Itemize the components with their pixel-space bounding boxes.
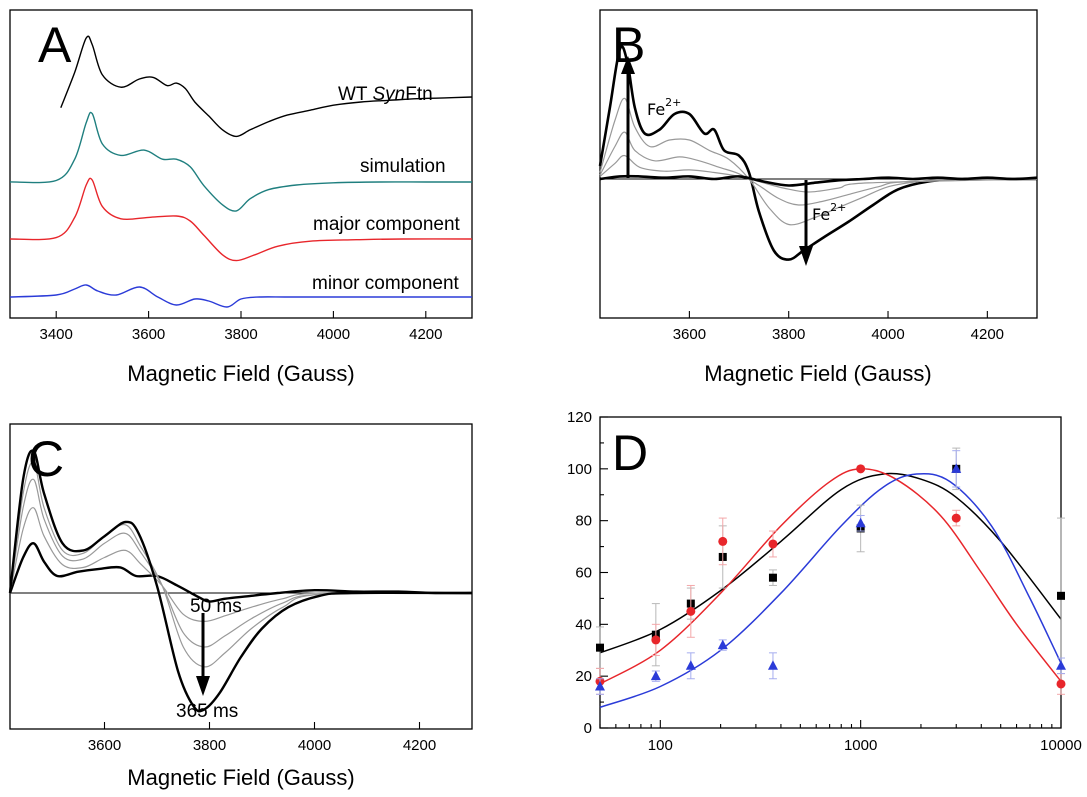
panel-d-y-tick-label-40: 40 <box>575 616 592 633</box>
panel-d-point-square <box>1057 592 1065 600</box>
panel-a-label-minor: minor component <box>312 273 460 294</box>
panel-c: 3600 3800 4000 4200 C 50 ms 365 ms Magnetic… <box>10 424 472 790</box>
panel-b-letter: B <box>612 17 645 73</box>
panel-d-fit-triangle <box>600 474 1061 708</box>
panel-c-x-tick-label-4000: 4000 <box>298 737 331 754</box>
panel-c-down-arrow <box>196 613 210 696</box>
panel-b: 3600 3800 4000 4200 B Fe2+ Fe2+ Magnetic Fi… <box>600 10 1037 386</box>
panel-c-trace-4 <box>10 462 472 667</box>
panel-b-frame <box>600 10 1037 318</box>
panel-d-letter: D <box>612 425 648 481</box>
panel-c-x-ticks: 3600 3800 4000 4200 <box>88 722 436 754</box>
panel-b-x-label: Magnetic Field (Gauss) <box>704 361 931 386</box>
panel-b-trace-1 <box>600 46 1037 259</box>
panel-c-x-tick-label-3800: 3800 <box>193 737 226 754</box>
panel-d-x-tick-label-1000: 1000 <box>844 737 877 754</box>
panel-c-label-start: 50 ms <box>190 596 242 617</box>
panel-b-fe-label-top: Fe2+ <box>647 96 681 119</box>
panel-d-x-tick-label-10000: 10000 <box>1040 737 1082 754</box>
panel-a-label-simulation: simulation <box>360 156 446 177</box>
panel-c-trace-3 <box>10 479 472 647</box>
panel-a-label-major: major component <box>313 214 461 235</box>
panel-a: 3400 3600 3800 4000 4200 A WT SynFtn simulat… <box>10 10 472 386</box>
panel-d-point-triangle <box>651 671 661 681</box>
panel-d-y-tick-label-0: 0 <box>584 720 592 737</box>
panel-b-x-tick-label-4000: 4000 <box>871 326 904 343</box>
panel-d-point-circle <box>1057 679 1066 688</box>
panel-d-y-tick-label-80: 80 <box>575 513 592 530</box>
panel-d-point-circle <box>768 539 777 548</box>
panel-a-x-tick-label-3400: 3400 <box>40 326 73 343</box>
panel-c-trace-5 <box>10 451 472 712</box>
panel-a-x-ticks: 3400 3600 3800 4000 4200 <box>40 311 443 343</box>
panel-c-x-tick-label-3600: 3600 <box>88 737 121 754</box>
panel-d-y-tick-label-60: 60 <box>575 565 592 582</box>
panel-a-x-tick-label-3800: 3800 <box>224 326 257 343</box>
panel-b-x-ticks: 3600 3800 4000 4200 <box>673 311 1004 343</box>
panel-d-point-circle <box>718 537 727 546</box>
panel-d-y-tick-label-20: 20 <box>575 668 592 685</box>
panel-b-trace-4 <box>600 156 1037 192</box>
panel-d: 100 1000 10000 0 20 40 60 80 100 120 D <box>567 409 1082 754</box>
panel-a-x-label: Magnetic Field (Gauss) <box>127 361 354 386</box>
panel-d-point-circle <box>686 607 695 616</box>
panel-d-x-tick-label-100: 100 <box>648 737 673 754</box>
panel-a-x-tick-label-4200: 4200 <box>409 326 442 343</box>
panel-b-x-tick-label-3800: 3800 <box>772 326 805 343</box>
panel-a-label-wt: WT SynFtn <box>338 84 433 105</box>
panel-b-up-arrow <box>621 56 635 178</box>
panel-a-x-tick-label-4000: 4000 <box>317 326 350 343</box>
panel-d-point-triangle <box>856 518 866 528</box>
panel-d-point-circle <box>856 464 865 473</box>
panel-d-point-triangle <box>686 660 696 670</box>
panel-d-point-circle <box>952 514 961 523</box>
panel-d-point-triangle <box>768 660 778 670</box>
panel-b-x-tick-label-3600: 3600 <box>673 326 706 343</box>
panel-d-data-points <box>595 448 1066 694</box>
panel-c-x-tick-label-4200: 4200 <box>403 737 436 754</box>
panel-d-point-square <box>769 574 777 582</box>
panel-b-traces <box>600 46 1037 259</box>
panel-b-x-tick-label-4200: 4200 <box>971 326 1004 343</box>
panel-c-label-end: 365 ms <box>176 701 238 722</box>
panel-d-point-square <box>596 644 604 652</box>
panel-b-fe-label-bottom: Fe2+ <box>812 201 846 224</box>
panel-a-x-tick-label-3600: 3600 <box>132 326 165 343</box>
panel-d-y-tick-label-100: 100 <box>567 461 592 478</box>
panel-a-letter: A <box>38 17 72 73</box>
panel-d-fit-circle <box>600 469 1061 684</box>
panel-c-letter: C <box>28 431 64 487</box>
panel-c-x-label: Magnetic Field (Gauss) <box>127 765 354 790</box>
panel-d-fit-curves <box>600 469 1061 708</box>
panel-c-traces <box>10 451 472 712</box>
panel-c-frame <box>10 424 472 729</box>
panel-d-fit-square <box>600 474 1061 653</box>
panel-d-point-circle <box>651 635 660 644</box>
panel-d-point-triangle <box>1056 660 1066 670</box>
panel-d-y-tick-label-120: 120 <box>567 409 592 426</box>
panel-b-trace-3 <box>600 132 1037 205</box>
panel-d-point-triangle <box>718 640 728 650</box>
